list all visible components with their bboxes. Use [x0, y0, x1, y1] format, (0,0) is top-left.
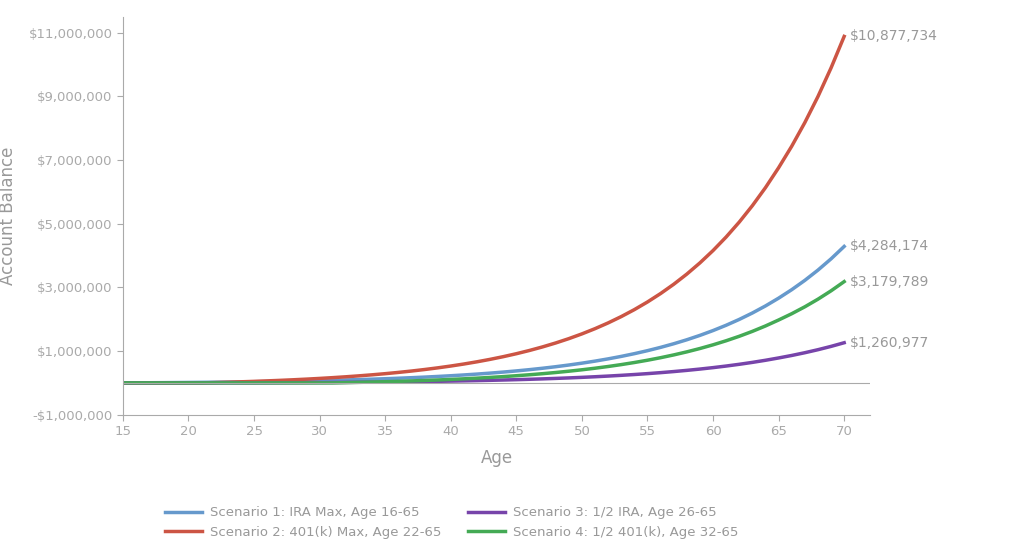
- Scenario 1: IRA Max, Age 16-65: (16, 2.29e+03): IRA Max, Age 16-65: (16, 2.29e+03): [130, 379, 142, 386]
- Line: Scenario 4: 1/2 401(k), Age 32-65: Scenario 4: 1/2 401(k), Age 32-65: [123, 281, 844, 383]
- Scenario 3: 1/2 IRA, Age 26-65: (49, 1.57e+05): 1/2 IRA, Age 26-65: (49, 1.57e+05): [562, 374, 574, 381]
- Scenario 3: 1/2 IRA, Age 26-65: (51, 1.93e+05): 1/2 IRA, Age 26-65: (51, 1.93e+05): [589, 373, 601, 380]
- X-axis label: Age: Age: [480, 449, 513, 467]
- Scenario 3: 1/2 IRA, Age 26-65: (57, 3.56e+05): 1/2 IRA, Age 26-65: (57, 3.56e+05): [668, 368, 680, 375]
- Text: $3,179,789: $3,179,789: [850, 275, 929, 289]
- Text: $10,877,734: $10,877,734: [850, 29, 937, 44]
- Scenario 4: 1/2 401(k), Age 32-65: (46, 2.56e+05): 1/2 401(k), Age 32-65: (46, 2.56e+05): [523, 372, 536, 378]
- Scenario 4: 1/2 401(k), Age 32-65: (15, 0): 1/2 401(k), Age 32-65: (15, 0): [117, 379, 129, 386]
- Scenario 2: 401(k) Max, Age 22-65: (49, 1.39e+06): 401(k) Max, Age 22-65: (49, 1.39e+06): [562, 335, 574, 342]
- Scenario 2: 401(k) Max, Age 22-65: (57, 3.1e+06): 401(k) Max, Age 22-65: (57, 3.1e+06): [668, 281, 680, 288]
- Scenario 2: 401(k) Max, Age 22-65: (70, 1.09e+07): 401(k) Max, Age 22-65: (70, 1.09e+07): [838, 33, 850, 40]
- Text: $4,284,174: $4,284,174: [850, 239, 929, 253]
- Scenario 1: IRA Max, Age 16-65: (57, 1.23e+06): IRA Max, Age 16-65: (57, 1.23e+06): [668, 341, 680, 347]
- Scenario 4: 1/2 401(k), Age 32-65: (16, 0): 1/2 401(k), Age 32-65: (16, 0): [130, 379, 142, 386]
- Y-axis label: Account Balance: Account Balance: [0, 147, 17, 285]
- Scenario 3: 1/2 IRA, Age 26-65: (35, 2.82e+04): 1/2 IRA, Age 26-65: (35, 2.82e+04): [379, 379, 391, 385]
- Scenario 4: 1/2 401(k), Age 32-65: (57, 8.78e+05): 1/2 401(k), Age 32-65: (57, 8.78e+05): [668, 352, 680, 358]
- Legend: Scenario 1: IRA Max, Age 16-65, Scenario 2: 401(k) Max, Age 22-65, Scenario 3: 1: Scenario 1: IRA Max, Age 16-65, Scenario…: [160, 501, 743, 544]
- Scenario 1: IRA Max, Age 16-65: (49, 5.61e+05): IRA Max, Age 16-65: (49, 5.61e+05): [562, 362, 574, 368]
- Scenario 4: 1/2 401(k), Age 32-65: (35, 3.73e+04): 1/2 401(k), Age 32-65: (35, 3.73e+04): [379, 378, 391, 385]
- Line: Scenario 1: IRA Max, Age 16-65: Scenario 1: IRA Max, Age 16-65: [123, 247, 844, 383]
- Line: Scenario 3: 1/2 IRA, Age 26-65: Scenario 3: 1/2 IRA, Age 26-65: [123, 343, 844, 383]
- Scenario 2: 401(k) Max, Age 22-65: (51, 1.7e+06): 401(k) Max, Age 22-65: (51, 1.7e+06): [589, 325, 601, 332]
- Line: Scenario 2: 401(k) Max, Age 22-65: Scenario 2: 401(k) Max, Age 22-65: [123, 36, 844, 383]
- Scenario 3: 1/2 IRA, Age 26-65: (70, 1.26e+06): 1/2 IRA, Age 26-65: (70, 1.26e+06): [838, 340, 850, 346]
- Scenario 2: 401(k) Max, Age 22-65: (46, 1.02e+06): 401(k) Max, Age 22-65: (46, 1.02e+06): [523, 347, 536, 354]
- Scenario 2: 401(k) Max, Age 22-65: (16, 0): 401(k) Max, Age 22-65: (16, 0): [130, 379, 142, 386]
- Text: $1,260,977: $1,260,977: [850, 336, 929, 349]
- Scenario 1: IRA Max, Age 16-65: (51, 6.84e+05): IRA Max, Age 16-65: (51, 6.84e+05): [589, 358, 601, 364]
- Scenario 3: 1/2 IRA, Age 26-65: (15, 0): 1/2 IRA, Age 26-65: (15, 0): [117, 379, 129, 386]
- Scenario 2: 401(k) Max, Age 22-65: (15, 0): 401(k) Max, Age 22-65: (15, 0): [117, 379, 129, 386]
- Scenario 4: 1/2 401(k), Age 32-65: (51, 4.61e+05): 1/2 401(k), Age 32-65: (51, 4.61e+05): [589, 365, 601, 372]
- Scenario 3: 1/2 IRA, Age 26-65: (46, 1.13e+05): 1/2 IRA, Age 26-65: (46, 1.13e+05): [523, 376, 536, 383]
- Scenario 2: 401(k) Max, Age 22-65: (35, 2.9e+05): 401(k) Max, Age 22-65: (35, 2.9e+05): [379, 371, 391, 377]
- Scenario 1: IRA Max, Age 16-65: (46, 4.16e+05): IRA Max, Age 16-65: (46, 4.16e+05): [523, 366, 536, 373]
- Scenario 4: 1/2 401(k), Age 32-65: (49, 3.67e+05): 1/2 401(k), Age 32-65: (49, 3.67e+05): [562, 368, 574, 374]
- Scenario 4: 1/2 401(k), Age 32-65: (70, 3.18e+06): 1/2 401(k), Age 32-65: (70, 3.18e+06): [838, 278, 850, 285]
- Scenario 1: IRA Max, Age 16-65: (35, 1.31e+05): IRA Max, Age 16-65: (35, 1.31e+05): [379, 375, 391, 382]
- Scenario 3: 1/2 IRA, Age 26-65: (16, 0): 1/2 IRA, Age 26-65: (16, 0): [130, 379, 142, 386]
- Scenario 1: IRA Max, Age 16-65: (70, 4.28e+06): IRA Max, Age 16-65: (70, 4.28e+06): [838, 243, 850, 250]
- Scenario 1: IRA Max, Age 16-65: (15, 0): IRA Max, Age 16-65: (15, 0): [117, 379, 129, 386]
